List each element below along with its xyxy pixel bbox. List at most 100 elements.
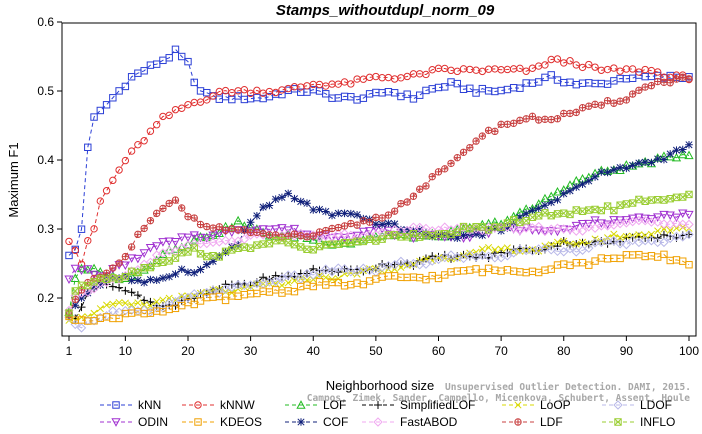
data-point-cof (134, 276, 142, 285)
data-point-ldf (597, 101, 606, 109)
data-point-knnw (566, 57, 574, 65)
data-point-cof (653, 155, 662, 163)
data-point-ldf (171, 196, 180, 204)
data-point-cof (259, 203, 267, 211)
legend-marker (514, 418, 522, 426)
data-point-odin (70, 264, 80, 274)
series-inflo (65, 190, 693, 317)
data-point-inflo (528, 213, 537, 222)
data-point-fastabod (321, 231, 331, 241)
data-point-inflo (84, 281, 92, 290)
x-tick-label: 20 (181, 344, 195, 358)
data-point-knnw (240, 86, 249, 94)
x-tick-label: 40 (307, 344, 321, 358)
data-point-knn (578, 79, 587, 87)
data-point-ldof (508, 248, 519, 258)
data-point-inflo (115, 275, 123, 283)
data-point-odin (152, 242, 162, 251)
series-ldf (65, 73, 693, 318)
data-point-fastabod (646, 217, 657, 227)
data-point-knn (184, 57, 192, 66)
data-point-cof (309, 206, 318, 214)
data-point-inflo (215, 253, 224, 261)
data-point-ldof (621, 239, 632, 250)
data-point-cof (397, 225, 405, 234)
data-point-ldf (653, 77, 662, 86)
legend-label: KDEOS (220, 415, 262, 429)
data-point-inflo (165, 257, 173, 265)
data-point-ldof (684, 229, 694, 240)
data-point-loop (679, 223, 687, 231)
data-point-odin (408, 234, 419, 244)
data-point-loop (560, 237, 568, 245)
data-point-knnw (246, 89, 255, 98)
data-point-ldf (165, 199, 173, 208)
data-point-odin (383, 226, 394, 236)
data-point-simplifiedlof (133, 291, 142, 300)
data-point-knn (397, 92, 405, 101)
data-point-inflo (679, 193, 687, 201)
data-point-inflo (610, 206, 618, 215)
data-point-cof (152, 276, 161, 284)
data-point-loop (322, 273, 330, 282)
data-point-cof (159, 274, 167, 282)
legend-label: kNN (138, 398, 161, 412)
data-point-ldf (516, 116, 524, 124)
data-point-cof (584, 177, 593, 185)
data-point-knn (90, 113, 98, 121)
data-point-inflo (622, 200, 631, 208)
data-point-ldf (378, 214, 386, 222)
data-point-ldf (509, 119, 518, 127)
data-point-ldof (151, 303, 162, 313)
data-point-ldf (622, 96, 631, 104)
data-point-ldf (384, 211, 393, 219)
data-point-odin (634, 213, 644, 223)
data-point-lof (552, 186, 563, 196)
data-point-ldof (227, 282, 237, 293)
data-point-ldf (340, 222, 349, 230)
data-point-ldof (477, 250, 488, 261)
data-point-ldof (421, 259, 431, 269)
x-tick-label: 100 (679, 344, 699, 358)
data-point-inflo (203, 252, 211, 261)
data-point-odin (158, 238, 168, 247)
data-point-knnw (572, 61, 580, 69)
data-point-cof (491, 224, 499, 232)
data-point-odin (64, 275, 74, 285)
data-point-inflo (666, 194, 674, 203)
data-point-ldof (640, 235, 650, 246)
data-point-odin (258, 225, 268, 234)
x-tick-label: 10 (119, 344, 133, 358)
data-point-fastabod (559, 224, 569, 234)
data-point-knn (140, 67, 148, 75)
data-point-cof (566, 186, 574, 195)
data-point-ldf (178, 204, 186, 212)
data-point-ldf (140, 224, 148, 233)
data-point-fastabod (577, 226, 588, 236)
legend-marker (614, 418, 622, 426)
data-point-kdeos (685, 261, 693, 269)
data-point-ldof (490, 253, 500, 263)
data-point-knn (152, 60, 161, 68)
data-point-ldf (203, 222, 211, 231)
data-point-fastabod (584, 222, 594, 232)
data-point-ldf (428, 173, 436, 181)
data-point-odin (139, 249, 149, 258)
data-point-cof (553, 196, 562, 204)
data-point-cof (271, 195, 280, 203)
data-point-inflo (453, 228, 461, 236)
data-point-kdeos (365, 277, 374, 285)
data-point-cof (96, 281, 105, 289)
data-point-odin (83, 265, 93, 274)
data-point-kdeos (547, 265, 555, 273)
data-point-knn (416, 91, 424, 99)
data-point-cof (221, 248, 230, 257)
x-axis-title: Neighborhood size (326, 378, 434, 393)
data-point-fastabod (389, 225, 400, 235)
data-point-ldf (228, 225, 236, 233)
data-point-inflo (240, 243, 249, 251)
data-point-inflo (171, 254, 180, 262)
data-point-ldf (234, 226, 242, 234)
data-point-ldf (616, 97, 624, 105)
data-point-cof (516, 213, 524, 221)
